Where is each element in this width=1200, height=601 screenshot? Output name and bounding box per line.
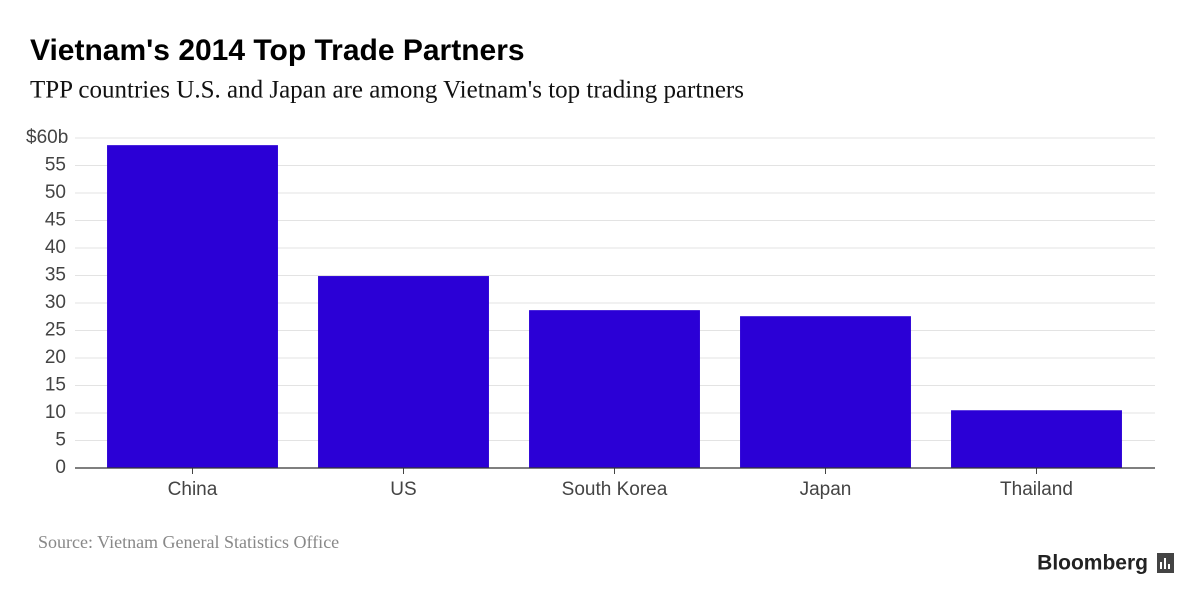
y-tick-label: 0 bbox=[55, 457, 66, 478]
bar bbox=[529, 310, 700, 468]
y-tick-label: $60b bbox=[26, 127, 68, 148]
y-tick-label: 10 bbox=[45, 402, 66, 423]
bar bbox=[951, 410, 1122, 468]
logo-icon bbox=[1157, 553, 1174, 573]
chart-title: Vietnam's 2014 Top Trade Partners bbox=[30, 34, 525, 67]
bar bbox=[107, 145, 278, 468]
y-tick-label: 20 bbox=[45, 347, 66, 368]
chart-subtitle: TPP countries U.S. and Japan are among V… bbox=[30, 77, 744, 104]
y-tick-label: 25 bbox=[45, 320, 66, 341]
source: Source: Vietnam General Statistics Offic… bbox=[38, 532, 339, 552]
y-tick-label: 30 bbox=[45, 292, 66, 313]
x-tick-label: US bbox=[390, 479, 416, 500]
y-tick-label: 15 bbox=[45, 375, 66, 396]
x-tick-label: Thailand bbox=[1000, 479, 1073, 500]
bar bbox=[740, 316, 911, 468]
x-tick-label: China bbox=[168, 479, 218, 500]
logo: Bloomberg bbox=[1037, 552, 1148, 575]
y-tick-label: 45 bbox=[45, 210, 66, 231]
y-tick-label: 35 bbox=[45, 265, 66, 286]
y-tick-label: 40 bbox=[45, 237, 66, 258]
x-tick-label: Japan bbox=[800, 479, 852, 500]
y-tick-label: 50 bbox=[45, 182, 66, 203]
y-tick-label: 5 bbox=[55, 430, 66, 451]
y-tick-label: 55 bbox=[45, 155, 66, 176]
x-tick-label: South Korea bbox=[562, 479, 668, 500]
bar bbox=[318, 276, 489, 468]
